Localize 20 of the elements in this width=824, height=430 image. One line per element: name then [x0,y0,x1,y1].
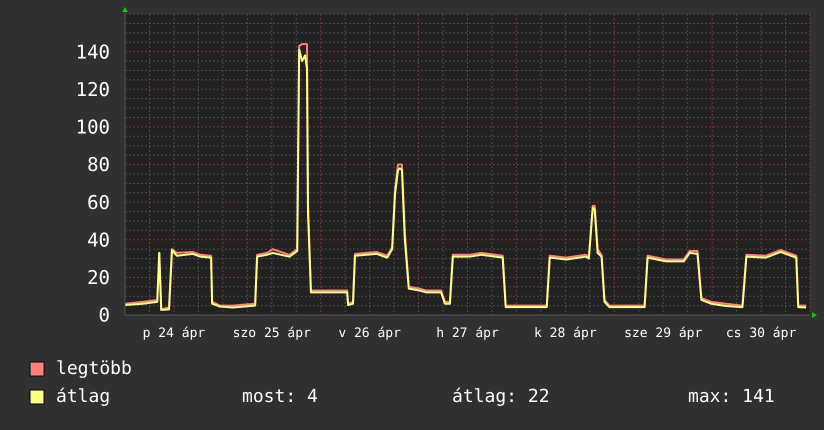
x-tick-label: k 28 ápr [534,326,597,341]
legend-label: legtöbb [56,358,132,379]
y-tick-label: 100 [76,116,110,139]
y-tick-label: 40 [87,229,110,252]
x-tick-label: p 24 ápr [142,326,206,341]
x-tick-label: szo 25 ápr [232,326,312,341]
text: max: 141 [688,386,775,407]
text: átlag: 22 [452,386,550,407]
x-tick-label: cs 30 ápr [726,326,796,341]
text: most: 4 [242,386,318,407]
x-tick-label: h 27 ápr [436,326,499,341]
x-tick-label: v 26 ápr [338,326,402,341]
y-tick-label: 60 [87,192,110,214]
y-tick-label: 120 [76,78,110,101]
y-tick-label: 20 [87,267,110,290]
x-tick-label: sze 29 ápr [624,326,703,341]
legend-label: átlag [56,386,110,407]
y-tick-label: 140 [76,41,110,64]
y-tick-label: 80 [87,154,110,176]
y-tick-label: 0 [98,304,110,327]
